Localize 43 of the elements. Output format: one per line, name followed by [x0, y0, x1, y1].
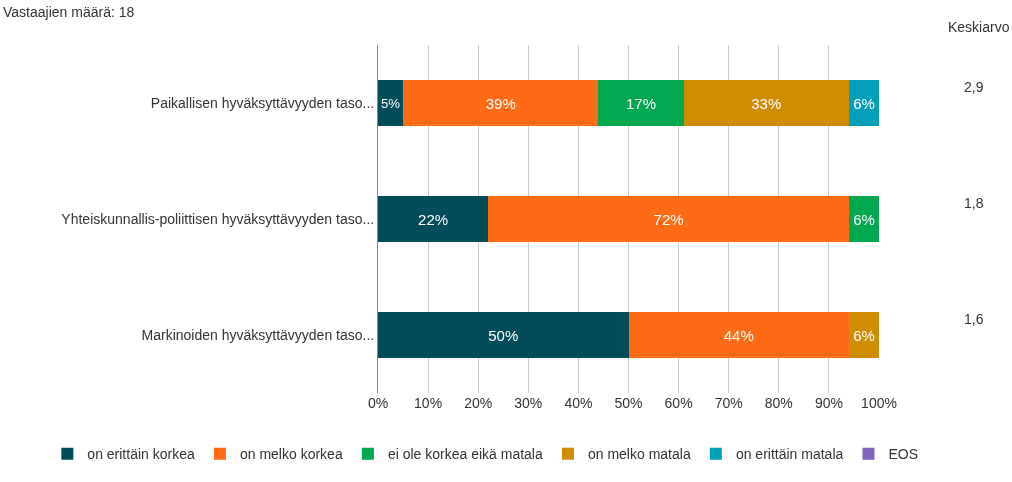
- legend-label: ei ole korkea eikä matala: [387, 446, 543, 463]
- data-label: 72%: [653, 210, 684, 228]
- text: 2,9: [964, 79, 984, 95]
- x-tick-label: 80%: [764, 395, 793, 411]
- legend-label: on erittäin matala: [735, 446, 844, 463]
- text: Vastaajien määrä: 18: [3, 4, 135, 21]
- x-tick-label: 50%: [614, 395, 643, 411]
- x-tick-label: 70%: [714, 395, 743, 411]
- legend-label: on erittäin korkea: [87, 446, 195, 463]
- data-label: 6%: [853, 94, 875, 112]
- y-tick-label: Paikallisen hyväksyttävyyden taso...: [150, 94, 375, 111]
- bar: [683, 79, 849, 127]
- data-label: 50%: [488, 326, 519, 344]
- bar: [628, 311, 849, 359]
- x-tick-label: 10%: [414, 395, 443, 411]
- data-label: 44%: [723, 326, 754, 344]
- y-tick-label: Yhteiskunnallis-poliittisen hyväksyttävyyden taso...: [61, 210, 375, 227]
- legend-label: on melko korkea: [239, 446, 343, 463]
- data-label: 17%: [626, 94, 657, 112]
- x-tick-label: 60%: [664, 395, 693, 411]
- data-label: 6%: [853, 210, 875, 228]
- bar: [403, 79, 599, 127]
- text: 1,8: [964, 195, 984, 211]
- bar: [378, 195, 489, 243]
- bar: [488, 195, 849, 243]
- x-tick-label: 90%: [814, 395, 843, 411]
- legend-label: on melko matala: [587, 446, 691, 463]
- data-label: 5%: [381, 95, 401, 111]
- data-label: 33%: [751, 94, 782, 112]
- x-tick-label: 100%: [861, 395, 897, 411]
- bar: [378, 311, 629, 359]
- x-tick-label: 40%: [564, 395, 593, 411]
- x-tick-label: 0%: [367, 395, 389, 411]
- y-tick-label: Markinoiden hyväksyttävyyden taso...: [141, 326, 375, 343]
- data-label: 22%: [418, 210, 449, 228]
- text: 1,6: [964, 311, 984, 327]
- text: Keskiarvo: [948, 19, 1010, 35]
- data-label: 6%: [853, 326, 875, 344]
- bar: [598, 79, 684, 127]
- data-label: 39%: [485, 94, 516, 112]
- x-tick-label: 30%: [514, 395, 543, 411]
- x-tick-label: 20%: [464, 395, 493, 411]
- legend-label: EOS: [888, 446, 919, 463]
